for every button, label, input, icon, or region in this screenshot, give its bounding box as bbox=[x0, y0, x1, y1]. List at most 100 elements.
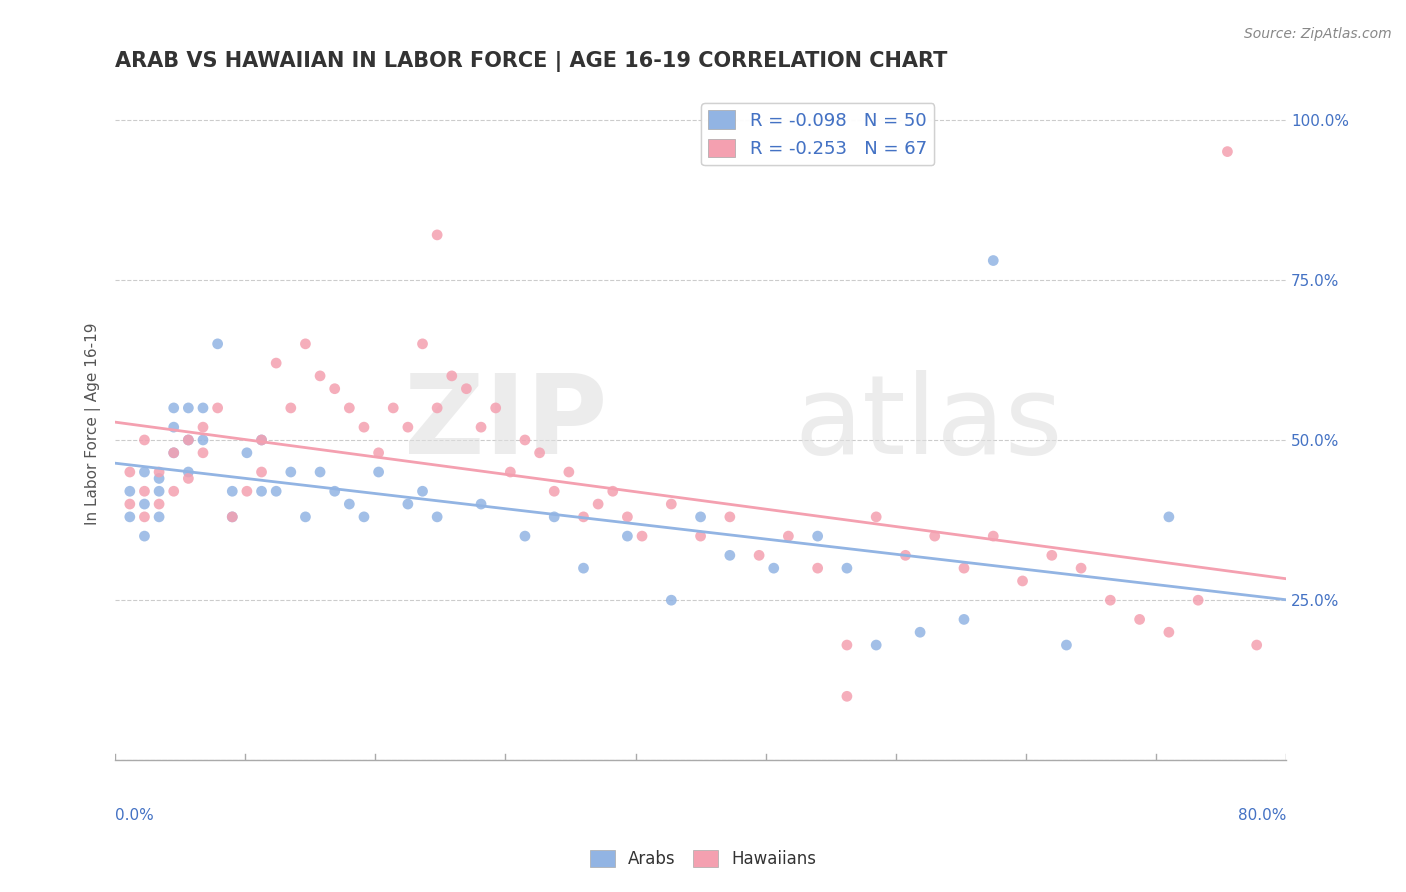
Y-axis label: In Labor Force | Age 16-19: In Labor Force | Age 16-19 bbox=[86, 323, 101, 525]
Point bbox=[1187, 593, 1209, 607]
Point bbox=[207, 336, 229, 351]
Point bbox=[250, 465, 273, 479]
Point bbox=[894, 549, 917, 563]
Point bbox=[148, 497, 170, 511]
Point bbox=[778, 529, 800, 543]
Point bbox=[470, 420, 492, 434]
Point bbox=[163, 401, 186, 415]
Point bbox=[1011, 574, 1033, 588]
Point bbox=[207, 401, 229, 415]
Point bbox=[367, 446, 389, 460]
Point bbox=[426, 509, 449, 524]
Point bbox=[953, 561, 976, 575]
Point bbox=[513, 529, 536, 543]
Point bbox=[616, 529, 638, 543]
Point bbox=[953, 612, 976, 626]
Point bbox=[177, 401, 200, 415]
Text: Source: ZipAtlas.com: Source: ZipAtlas.com bbox=[1244, 27, 1392, 41]
Point bbox=[163, 420, 186, 434]
Point bbox=[718, 549, 741, 563]
Text: 80.0%: 80.0% bbox=[1237, 807, 1286, 822]
Point bbox=[191, 420, 214, 434]
Point bbox=[382, 401, 405, 415]
Point bbox=[148, 465, 170, 479]
Point bbox=[1246, 638, 1268, 652]
Point bbox=[558, 465, 581, 479]
Point bbox=[689, 509, 711, 524]
Text: ZIP: ZIP bbox=[404, 370, 607, 477]
Point bbox=[543, 484, 565, 499]
Point bbox=[981, 529, 1004, 543]
Point bbox=[280, 401, 302, 415]
Point bbox=[513, 433, 536, 447]
Point bbox=[1129, 612, 1152, 626]
Point bbox=[264, 356, 287, 370]
Point bbox=[353, 420, 375, 434]
Point bbox=[1157, 509, 1180, 524]
Point bbox=[221, 509, 243, 524]
Point bbox=[1054, 638, 1077, 652]
Point bbox=[981, 253, 1004, 268]
Point bbox=[250, 484, 273, 499]
Point bbox=[337, 497, 360, 511]
Point bbox=[309, 465, 332, 479]
Point bbox=[118, 497, 141, 511]
Point bbox=[586, 497, 609, 511]
Point bbox=[456, 382, 478, 396]
Point bbox=[280, 465, 302, 479]
Point bbox=[134, 529, 156, 543]
Point bbox=[1070, 561, 1092, 575]
Point bbox=[177, 433, 200, 447]
Point bbox=[1157, 625, 1180, 640]
Point bbox=[396, 497, 419, 511]
Point bbox=[865, 509, 887, 524]
Point bbox=[572, 509, 595, 524]
Point bbox=[163, 446, 186, 460]
Point bbox=[191, 401, 214, 415]
Legend: Arabs, Hawaiians: Arabs, Hawaiians bbox=[583, 843, 823, 875]
Point bbox=[440, 368, 463, 383]
Point bbox=[1099, 593, 1122, 607]
Point bbox=[762, 561, 785, 575]
Point bbox=[865, 638, 887, 652]
Point bbox=[134, 497, 156, 511]
Point bbox=[134, 484, 156, 499]
Text: atlas: atlas bbox=[794, 370, 1063, 477]
Point bbox=[807, 561, 830, 575]
Point bbox=[485, 401, 508, 415]
Point bbox=[294, 509, 316, 524]
Text: 0.0%: 0.0% bbox=[115, 807, 153, 822]
Point bbox=[572, 561, 595, 575]
Point bbox=[748, 549, 770, 563]
Point bbox=[337, 401, 360, 415]
Point bbox=[396, 420, 419, 434]
Point bbox=[148, 509, 170, 524]
Point bbox=[924, 529, 946, 543]
Point bbox=[118, 484, 141, 499]
Point bbox=[163, 446, 186, 460]
Point bbox=[353, 509, 375, 524]
Point bbox=[163, 484, 186, 499]
Point bbox=[191, 446, 214, 460]
Point bbox=[412, 484, 434, 499]
Point bbox=[118, 509, 141, 524]
Point bbox=[221, 484, 243, 499]
Point bbox=[236, 484, 259, 499]
Point bbox=[835, 690, 858, 704]
Point bbox=[602, 484, 624, 499]
Point bbox=[134, 465, 156, 479]
Point bbox=[323, 484, 346, 499]
Point bbox=[191, 433, 214, 447]
Point bbox=[323, 382, 346, 396]
Point bbox=[835, 638, 858, 652]
Point bbox=[807, 529, 830, 543]
Point bbox=[134, 433, 156, 447]
Point bbox=[835, 561, 858, 575]
Point bbox=[236, 446, 259, 460]
Point bbox=[177, 433, 200, 447]
Point bbox=[543, 509, 565, 524]
Text: ARAB VS HAWAIIAN IN LABOR FORCE | AGE 16-19 CORRELATION CHART: ARAB VS HAWAIIAN IN LABOR FORCE | AGE 16… bbox=[115, 51, 948, 71]
Point bbox=[1040, 549, 1063, 563]
Point bbox=[631, 529, 654, 543]
Point bbox=[134, 509, 156, 524]
